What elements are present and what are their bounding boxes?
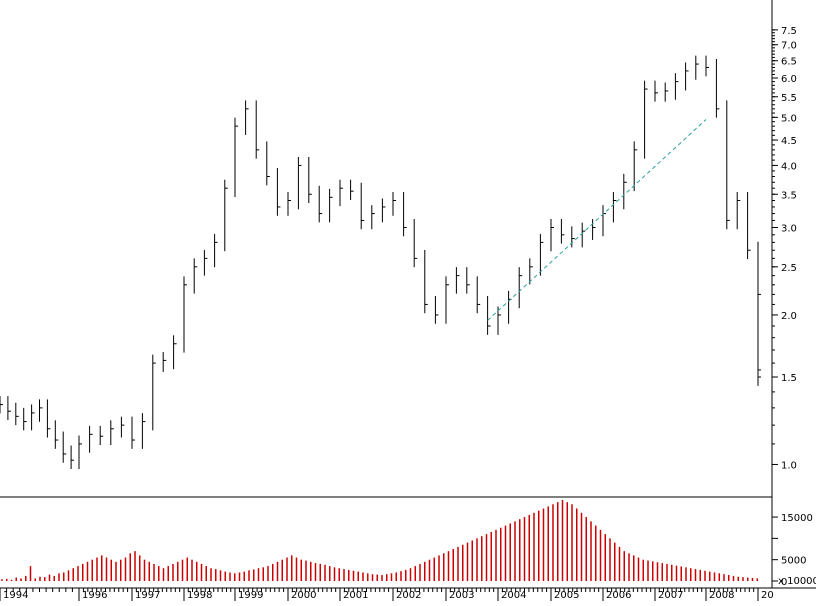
price-bars xyxy=(0,55,761,470)
date-tick-label: 1998 xyxy=(187,590,212,601)
date-tick-label: 2006 xyxy=(606,590,631,601)
date-tick-label: 1999 xyxy=(238,590,263,601)
price-tick-label: 7.5 xyxy=(781,26,797,37)
volume-axis: 0 5000 15000 xyxy=(772,513,813,588)
price-tick-label: 1.5 xyxy=(781,373,797,384)
date-tick-label: 2004 xyxy=(501,590,526,601)
price-tick-label: 4.5 xyxy=(781,136,797,147)
date-tick-label: 20 xyxy=(761,590,774,601)
volume-tick-label: 15000 xyxy=(781,513,813,524)
price-tick-label: 5.0 xyxy=(781,113,797,124)
date-tick-label: 2007 xyxy=(658,590,683,601)
date-tick-label: 2003 xyxy=(449,590,474,601)
date-tick-label: 2005 xyxy=(554,590,579,601)
price-tick-label: 3.5 xyxy=(781,190,797,201)
volume-tick-label: 0 xyxy=(781,577,787,588)
date-tick-label: 2000 xyxy=(291,590,316,601)
price-tick-label: 4.0 xyxy=(781,161,797,172)
trendline-segment xyxy=(487,119,707,321)
volume-bars xyxy=(1,500,758,581)
price-tick-label: 6.0 xyxy=(781,74,797,85)
price-tick-label: 7.0 xyxy=(781,41,797,52)
date-tick-label: 1997 xyxy=(135,590,160,601)
price-axis: 1.0 1.5 2.0 2.5 3.0 3.5 4.0 4.5 5.0 5.5 6.0 6.5 7.0 7… xyxy=(772,26,797,471)
date-tick-label: 1994 xyxy=(3,590,28,601)
price-tick-label: 1.0 xyxy=(781,460,797,471)
date-tick-label: 1996 xyxy=(82,590,107,601)
price-tick-label: 3.0 xyxy=(781,224,797,235)
trendline xyxy=(487,119,707,321)
price-tick-label: 5.5 xyxy=(781,93,797,104)
price-tick-label: 2.0 xyxy=(781,311,797,322)
date-axis: 1994 1996 1997 1998 1999 2000 2001 2002 2003 2004… xyxy=(0,588,774,601)
price-tick-label: 6.5 xyxy=(781,57,797,68)
date-tick-label: 2001 xyxy=(343,590,368,601)
date-tick-label: 2008 xyxy=(709,590,734,601)
price-tick-label: 2.5 xyxy=(781,263,797,274)
volume-multiplier-label: x 10000 xyxy=(778,576,816,587)
volume-tick-label: 5000 xyxy=(781,556,806,567)
date-tick-label: 2002 xyxy=(396,590,421,601)
